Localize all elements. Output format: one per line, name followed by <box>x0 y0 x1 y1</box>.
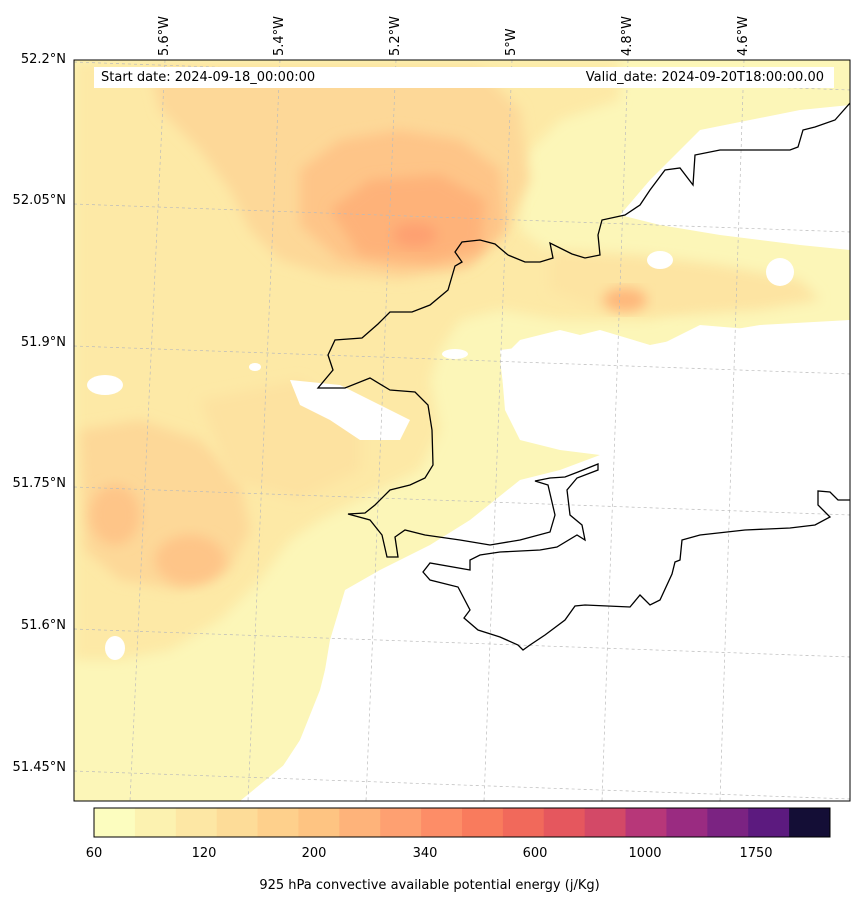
colorbar-segment <box>175 808 218 837</box>
colorbar-label: 925 hPa convective available potential e… <box>259 878 600 893</box>
colorbar-tick-label: 120 <box>191 846 217 861</box>
colorbar-segment <box>625 808 667 837</box>
valid-date-text: Valid_date: 2024-09-20T18:00:00.00 <box>585 70 824 85</box>
colorbar-segment <box>134 808 177 837</box>
colorbar-segment <box>707 808 749 837</box>
lon-label: 4.8°W <box>620 15 635 56</box>
sea-hole <box>105 636 125 660</box>
colorbar-segment <box>462 808 504 837</box>
lon-label: 4.6°W <box>736 15 751 56</box>
lon-label: 5.2°W <box>388 15 403 56</box>
lat-label: 51.45°N <box>12 760 66 775</box>
sea-inlet <box>290 380 410 440</box>
lon-label: 5°W <box>504 28 519 56</box>
colorbar-segment <box>257 808 299 837</box>
colorbar-segment <box>789 808 831 837</box>
colorbar <box>94 808 831 837</box>
colorbar-segment <box>216 808 259 837</box>
sea-hole <box>87 375 123 395</box>
colorbar-segment <box>298 808 340 837</box>
cape-field-peak <box>393 223 437 247</box>
colorbar-tick-label: 60 <box>85 846 103 861</box>
sea-hole <box>766 258 794 286</box>
colorbar-segment <box>584 808 627 837</box>
lat-label: 52.2°N <box>20 52 66 67</box>
colorbar-segment <box>380 808 422 837</box>
colorbar-segment <box>421 808 463 837</box>
map-area <box>74 60 850 801</box>
map-info-box: Start date: 2024-09-18_00:00:00 Valid_da… <box>94 67 834 88</box>
colorbar-tick-label: 340 <box>412 846 438 861</box>
graticule <box>74 60 850 801</box>
lat-label: 52.05°N <box>12 193 66 208</box>
colorbar-segment <box>339 808 381 837</box>
lon-label: 5.4°W <box>272 15 287 56</box>
colorbar-tick-label: 1750 <box>739 846 773 861</box>
sea-east <box>260 320 850 801</box>
lat-label: 51.6°N <box>20 618 66 633</box>
sea-hole <box>442 349 468 359</box>
colorbar-segment <box>543 808 586 837</box>
cape-field-level5 <box>330 175 485 262</box>
colorbar-segment <box>666 808 708 837</box>
cape-field-sw <box>155 535 225 585</box>
colorbar-tick-label: 1000 <box>628 846 662 861</box>
cape-field-west-core <box>90 485 140 545</box>
coastline <box>316 102 850 651</box>
colorbar-tick-label: 600 <box>522 846 548 861</box>
lat-label: 51.75°N <box>12 476 66 491</box>
cape-field-east-core <box>603 288 647 312</box>
colorbar-segment <box>748 808 790 837</box>
colorbar-frame <box>93 807 831 838</box>
lon-label: 5.6°W <box>157 15 172 56</box>
lat-label: 51.9°N <box>20 335 66 350</box>
sea-hole <box>249 363 261 371</box>
colorbar-tick-label: 200 <box>301 846 327 861</box>
sea-hole <box>647 251 673 269</box>
colorbar-segment <box>502 808 545 837</box>
map-frame <box>73 59 851 802</box>
colorbar-segment <box>94 808 136 837</box>
start-date-text: Start date: 2024-09-18_00:00:00 <box>101 70 316 85</box>
